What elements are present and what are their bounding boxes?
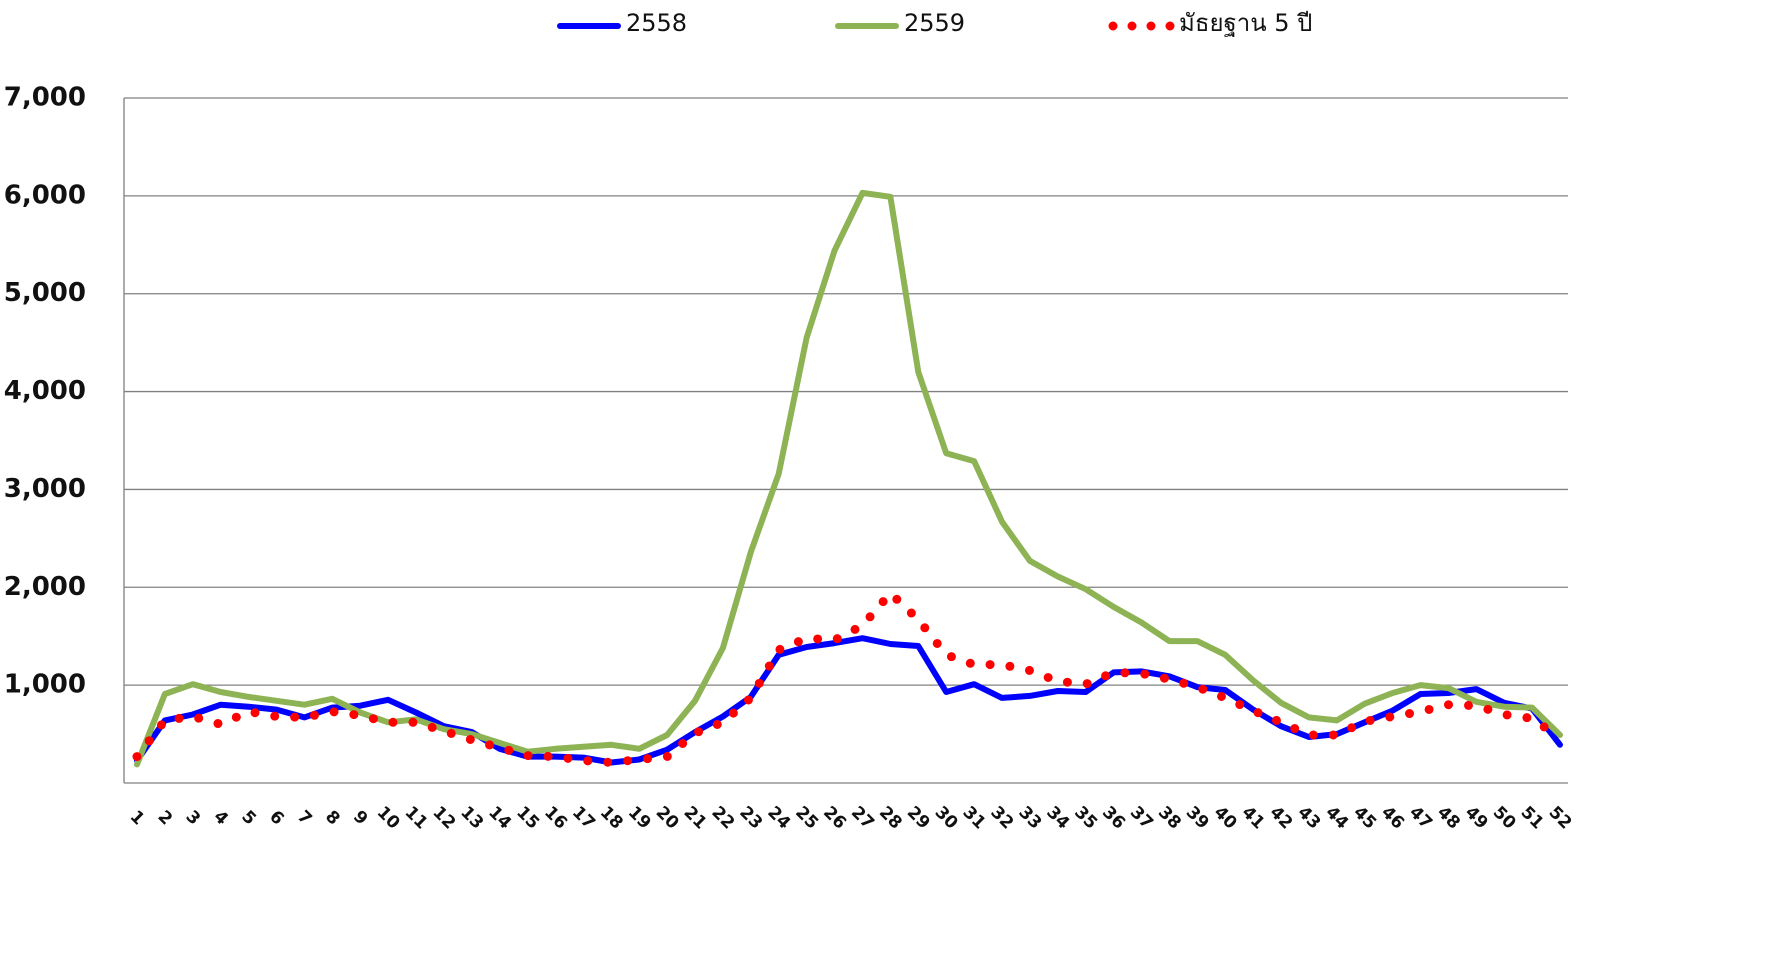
- x-tick-label: 2: [154, 807, 177, 830]
- x-tick-label: 19: [624, 803, 655, 834]
- x-tick-label: 45: [1349, 803, 1380, 834]
- x-tick-label: 27: [847, 803, 878, 834]
- x-tick-label: 51: [1517, 803, 1548, 834]
- x-tick-label: 21: [680, 803, 711, 834]
- x-tick-label: 37: [1126, 803, 1157, 834]
- x-tick-label: 36: [1098, 803, 1129, 834]
- y-tick-label: 2,000: [4, 572, 86, 602]
- x-tick-label: 33: [1014, 803, 1045, 834]
- x-tick-label: 39: [1182, 803, 1213, 834]
- x-tick-label: 44: [1321, 803, 1352, 834]
- x-tick-label: 17: [568, 803, 599, 834]
- x-tick-label: 49: [1461, 803, 1492, 834]
- x-tick-label: 9: [349, 807, 372, 830]
- x-tick-label: 32: [987, 803, 1018, 834]
- x-tick-label: 3: [182, 807, 205, 830]
- x-tick-label: 14: [484, 803, 515, 834]
- legend-label: มัธยฐาน 5 ปี: [1179, 9, 1312, 37]
- x-tick-label: 26: [819, 803, 850, 834]
- x-tick-label: 25: [791, 803, 822, 834]
- x-tick-label: 4: [209, 807, 232, 830]
- x-tick-label: 46: [1377, 803, 1408, 834]
- x-tick-label: 20: [652, 803, 683, 834]
- x-tick-label: 1: [126, 807, 149, 830]
- x-tick-label: 23: [735, 803, 766, 834]
- y-tick-label: 7,000: [4, 83, 86, 113]
- x-tick-label: 22: [708, 803, 739, 834]
- x-tick-label: 40: [1210, 803, 1241, 834]
- x-tick-label: 16: [540, 803, 571, 834]
- x-tick-label: 52: [1545, 803, 1576, 834]
- x-tick-label: 6: [265, 807, 288, 830]
- x-tick-label: 11: [401, 803, 432, 834]
- x-tick-label: 47: [1405, 803, 1436, 834]
- y-tick-label: 3,000: [4, 474, 86, 504]
- y-tick-label: 1,000: [4, 670, 86, 700]
- x-tick-label: 30: [931, 803, 962, 834]
- series-line: [134, 635, 1563, 766]
- y-tick-label: 6,000: [4, 180, 86, 210]
- x-tick-label: 48: [1433, 803, 1464, 834]
- x-tick-label: 5: [237, 807, 260, 830]
- y-tick-label: 4,000: [4, 376, 86, 406]
- x-tick-label: 31: [959, 803, 990, 834]
- x-tick-label: 34: [1042, 803, 1073, 834]
- x-tick-label: 10: [373, 803, 404, 834]
- series-line: [132, 588, 1565, 767]
- x-tick-label: 29: [903, 803, 934, 834]
- x-tick-label: 8: [321, 807, 344, 830]
- x-tick-label: 12: [428, 803, 459, 834]
- x-tick-label: 38: [1154, 803, 1185, 834]
- x-tick-label: 41: [1238, 803, 1269, 834]
- x-tick-label: 42: [1266, 803, 1297, 834]
- x-tick-label: 13: [456, 803, 487, 834]
- y-tick-label: 5,000: [4, 278, 86, 308]
- x-tick-label: 35: [1070, 803, 1101, 834]
- x-tick-label: 50: [1489, 803, 1520, 834]
- legend-label: 2558: [626, 9, 687, 37]
- x-tick-label: 28: [875, 803, 906, 834]
- x-tick-label: 43: [1293, 803, 1324, 834]
- x-tick-label: 18: [596, 803, 627, 834]
- legend-label: 2559: [904, 9, 965, 37]
- x-tick-label: 15: [512, 803, 543, 834]
- x-tick-label: 24: [763, 803, 794, 834]
- series-line: [134, 189, 1563, 768]
- x-tick-label: 7: [293, 807, 316, 830]
